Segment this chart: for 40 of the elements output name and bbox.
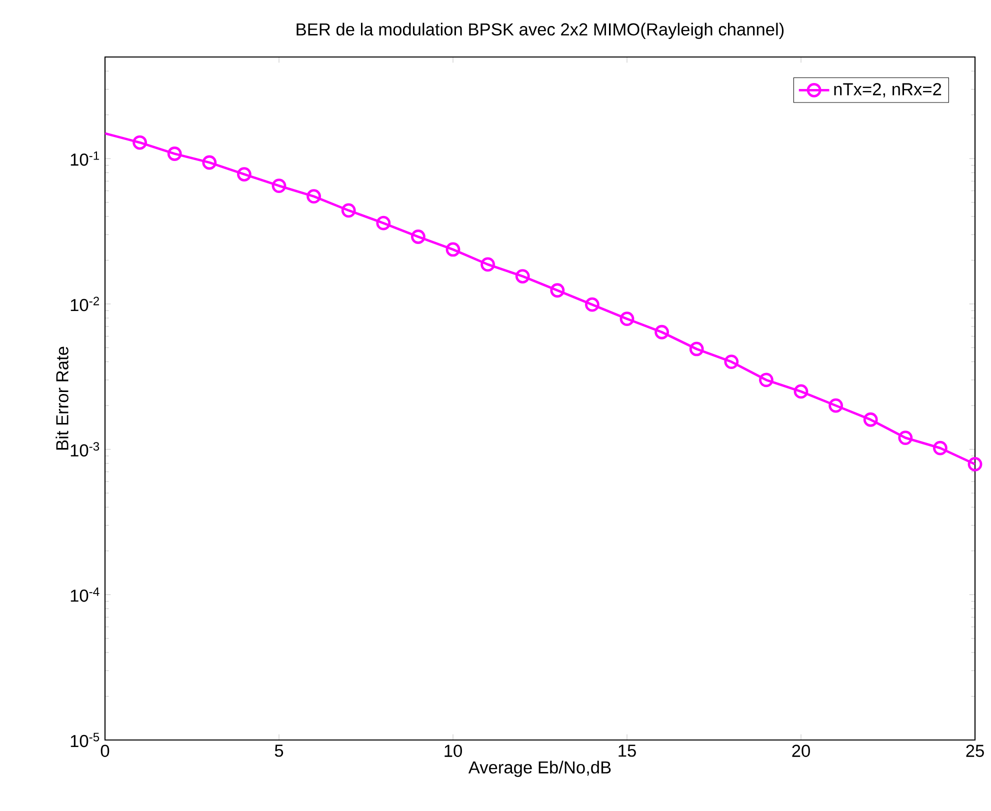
point [933,440,948,456]
x-tick-label: 10 [444,744,462,757]
legend-label: nTx=2, nRx=2 [834,83,942,98]
point [794,384,808,399]
point [550,283,565,298]
x-tick-label: 0 [100,744,110,757]
y-tick-label: 10$^{-1}$ [70,151,100,166]
point [446,242,460,257]
point [306,189,322,204]
point [341,203,356,218]
point [272,178,286,193]
point [968,456,982,472]
point [480,257,496,272]
point [515,269,530,284]
point [724,354,739,369]
x-tick-label: 20 [792,744,810,757]
point [585,297,600,312]
point [689,342,704,356]
x-tick-label: 25 [966,744,984,757]
point [132,135,148,150]
point [620,312,634,326]
x-tick-label: 5 [274,744,284,757]
point [202,155,217,170]
y-tick-label: 10$^{-5}$ [70,732,100,748]
point [759,372,774,388]
point [898,430,913,445]
point [376,216,391,230]
y-axis-title: Bit Error Rate [56,346,68,450]
point [237,167,252,182]
chart-title: BER de la modulation BPSK avec 2x2 MIMO(Rayleigh channel) [296,22,784,39]
y-tick-label: 10$^{-2}$ [70,296,100,312]
y-tick-label: 10$^{-4}$ [70,588,100,602]
x-tick-label: 15 [618,744,636,757]
point [654,324,670,340]
point [167,146,182,161]
point [411,230,426,244]
y-tick-label: 10$^{-3}$ [70,442,100,457]
point [828,398,844,413]
x-axis-title: Average Eb/No,dB [468,760,611,777]
point [863,412,878,427]
